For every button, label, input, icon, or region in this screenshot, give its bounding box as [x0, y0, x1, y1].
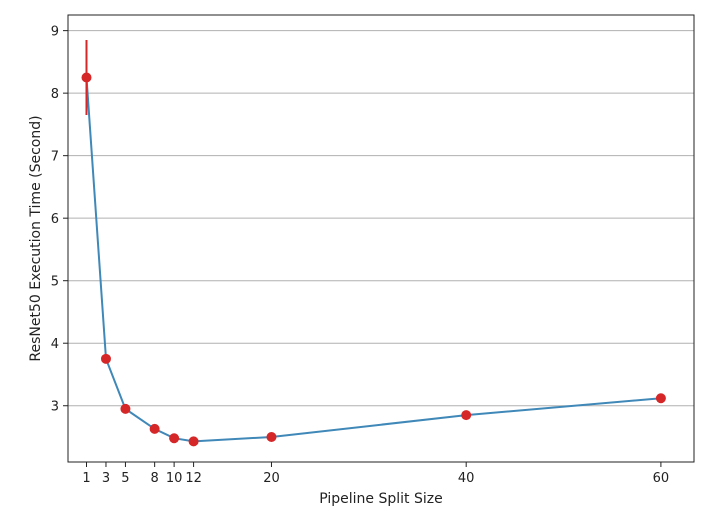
series-layer: [81, 40, 666, 447]
grid-lines: [68, 30, 694, 407]
y-tick-label: 7: [51, 150, 59, 165]
y-tick-label: 6: [51, 212, 59, 227]
y-axis: 3 4 5 6 7 8 9: [51, 25, 68, 415]
data-point: [120, 403, 131, 414]
x-tick-label: 60: [653, 471, 670, 486]
x-tick-label: 10: [166, 471, 183, 486]
data-point: [266, 431, 277, 442]
x-tick-label: 1: [82, 471, 90, 486]
plot-frame: [67, 14, 695, 463]
data-point: [81, 72, 92, 83]
data-point: [461, 410, 472, 421]
y-tick-label: 3: [51, 400, 59, 415]
y-tick-label: 9: [51, 25, 59, 40]
data-point: [188, 436, 199, 447]
data-point: [100, 353, 111, 364]
x-axis-label: Pipeline Split Size: [319, 491, 442, 507]
x-tick-label: 5: [121, 471, 129, 486]
y-axis-label: ResNet50 Execution Time (Second): [28, 115, 44, 361]
x-tick-label: 20: [263, 471, 280, 486]
x-axis: 1 3 5 8 10 12 20 40 60: [82, 462, 669, 486]
x-tick-label: 3: [102, 471, 110, 486]
y-tick-label: 5: [51, 275, 59, 290]
data-point: [655, 393, 666, 404]
x-tick-label: 40: [458, 471, 475, 486]
data-point: [169, 433, 180, 444]
y-tick-label: 8: [51, 87, 59, 102]
y-tick-label: 4: [51, 337, 59, 352]
data-point: [149, 423, 160, 434]
x-tick-label: 8: [151, 471, 159, 486]
x-tick-label: 12: [185, 471, 202, 486]
